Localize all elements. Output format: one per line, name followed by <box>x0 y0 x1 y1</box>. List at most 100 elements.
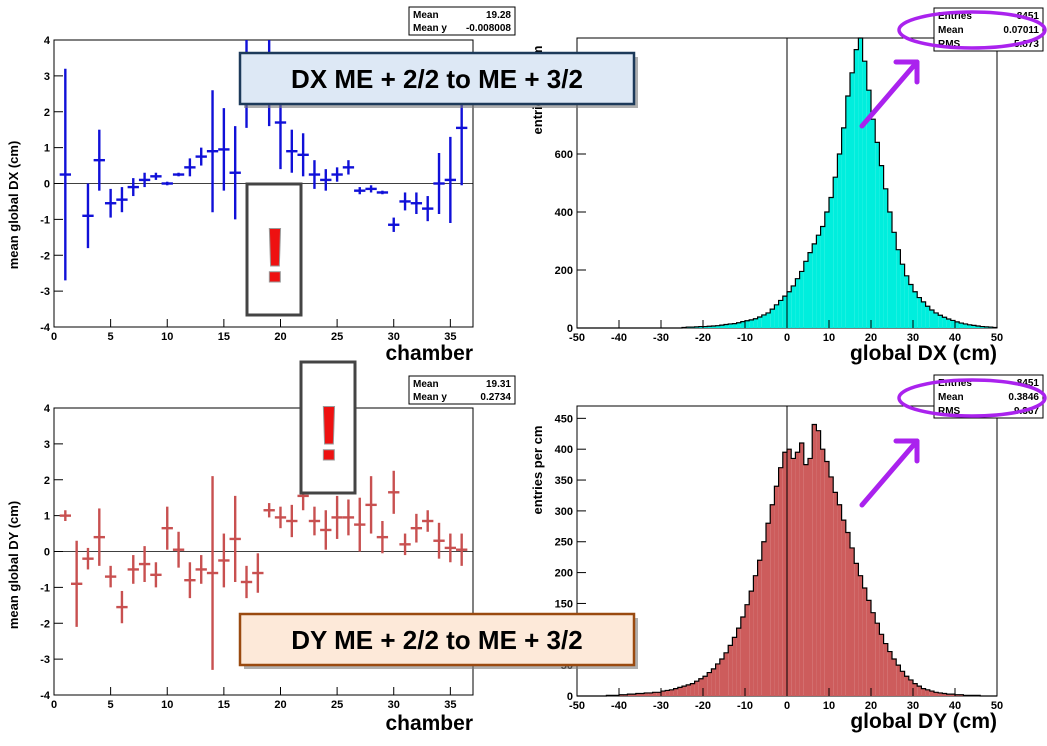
dy-hist-bin-56 <box>812 425 816 696</box>
dx-hist-bin-36 <box>728 324 732 328</box>
dy-banner-text: DY ME + 2/2 to ME + 3/2 <box>291 625 582 655</box>
dy-profile-stat-value-1: 0.2734 <box>480 392 511 403</box>
dx-banner-text: DX ME + 2/2 to ME + 3/2 <box>291 64 583 94</box>
dx-hist-bin-39 <box>741 322 745 328</box>
dy-hist-panel: -50-40-30-20-100102030405005010015020025… <box>530 375 1043 733</box>
dx-hist-ytick-label-2: 400 <box>555 207 573 219</box>
dy-hist-bin-24 <box>678 687 682 696</box>
dy-hist-bin-61 <box>833 492 837 696</box>
dy-hist-bin-51 <box>791 458 795 696</box>
dy-hist-bin-81 <box>917 686 921 696</box>
dy-hist-ylabel: entries per cm <box>530 426 545 515</box>
dy-profile-panel: 0 5 10 15 20 25 30 35-4-3-2-101234 chamber mean… <box>6 376 515 735</box>
dy-hist-bin-22 <box>669 690 673 696</box>
dx-profile-ytick-label-0: -4 <box>40 322 51 334</box>
dy-hist-bin-25 <box>682 686 686 696</box>
dy-hist-bin-39 <box>741 617 745 696</box>
dx-profile-xtick-label-3: 15 <box>218 331 230 343</box>
dx-hist-bin-70 <box>871 119 875 328</box>
dx-hist-bin-91 <box>959 323 963 328</box>
dy-hist-bin-29 <box>699 679 703 696</box>
exclamation-mark-1: ! <box>262 211 288 299</box>
dy-profile-ylabel: mean global DY (cm) <box>6 501 21 629</box>
dx-hist-bin-82 <box>921 302 925 328</box>
dx-profile-ytick-label-4: 0 <box>44 179 50 191</box>
dy-hist-bin-68 <box>863 588 867 696</box>
dx-profile-xlabel: chamber <box>385 342 473 365</box>
dx-hist-bin-88 <box>947 319 951 328</box>
dy-hist-stat-label-1: Mean <box>938 392 964 403</box>
dy-hist-ytick-label-9: 450 <box>555 413 573 425</box>
dx-hist-bin-78 <box>905 276 909 328</box>
dx-hist-bin-72 <box>879 166 883 328</box>
dy-hist-bin-79 <box>909 680 913 696</box>
dx-profile-xtick-label-0: 0 <box>51 331 57 343</box>
dx-hist-bin-56 <box>812 244 816 328</box>
dy-hist-bin-84 <box>930 691 934 696</box>
dx-profile-stat-value-0: 19.28 <box>486 10 511 21</box>
dy-hist-bin-20 <box>661 691 665 696</box>
exclamation-box-1: ! <box>247 184 301 315</box>
dx-profile-ytick-label-7: 3 <box>44 71 50 83</box>
dy-hist-bin-32 <box>711 669 715 696</box>
dx-hist-bin-63 <box>842 128 846 328</box>
dx-hist-bin-52 <box>795 279 799 328</box>
dy-hist-bin-47 <box>774 486 778 696</box>
dy-profile-xlabel: chamber <box>385 712 473 735</box>
dy-hist-xtick-label-3: -20 <box>695 700 711 712</box>
dy-hist-bin-52 <box>795 452 799 696</box>
dx-profile-ytick-label-1: -3 <box>40 286 50 298</box>
dy-hist-bin-30 <box>703 676 707 696</box>
dy-hist-bin-31 <box>707 673 711 696</box>
dx-hist-bin-42 <box>753 319 757 328</box>
dx-hist-bin-50 <box>787 292 791 328</box>
dx-hist-bin-41 <box>749 320 753 328</box>
dy-hist-ytick-label-5: 250 <box>555 537 573 549</box>
dx-hist-bin-75 <box>892 232 896 328</box>
dy-hist-xtick-label-4: -10 <box>737 700 753 712</box>
dx-hist-bin-85 <box>934 313 938 328</box>
dy-hist-bin-58 <box>821 449 825 696</box>
dy-hist-bin-80 <box>913 684 917 696</box>
dx-hist-bin-92 <box>963 324 967 328</box>
dx-hist-bin-64 <box>846 96 850 328</box>
dy-hist-bin-77 <box>900 671 904 696</box>
dy-hist-bin-43 <box>758 560 762 696</box>
dx-hist-bin-38 <box>737 323 741 328</box>
dx-hist-bin-59 <box>825 212 829 328</box>
dx-hist-bin-46 <box>770 309 774 328</box>
dx-profile-xtick-label-2: 10 <box>161 331 173 343</box>
dy-hist-xtick-label-2: -30 <box>653 700 669 712</box>
dx-profile-xtick-label-1: 5 <box>108 331 114 343</box>
dx-hist-ytick-label-1: 200 <box>555 265 573 277</box>
dx-hist-xtick-label-5: 0 <box>784 332 790 344</box>
dx-hist-bin-51 <box>791 286 795 328</box>
dx-hist-bin-49 <box>783 296 787 328</box>
dy-hist-bin-78 <box>905 676 909 696</box>
dx-hist-bin-90 <box>955 322 959 328</box>
dy-profile-stat-label-1: Mean y <box>413 392 447 403</box>
dx-hist-bin-83 <box>926 306 930 328</box>
dy-hist-bin-46 <box>770 505 774 696</box>
dx-hist-bin-60 <box>829 198 833 329</box>
dx-profile-ytick-label-3: -1 <box>40 214 50 226</box>
dy-profile-xtick-label-6: 30 <box>388 699 400 711</box>
dx-profile-xtick-label-5: 25 <box>331 331 343 343</box>
dx-hist-bin-68 <box>863 61 867 328</box>
dx-hist-bin-65 <box>850 73 854 328</box>
dx-hist-bin-57 <box>816 235 820 328</box>
dy-hist-bin-66 <box>854 563 858 696</box>
dy-profile-ytick-label-6: 2 <box>44 475 50 487</box>
dx-profile-ytick-label-2: -2 <box>40 250 50 262</box>
dx-hist-ytick-label-0: 0 <box>567 323 573 335</box>
dx-profile-ylabel: mean global DX (cm) <box>6 141 21 270</box>
dy-hist-bin-69 <box>867 600 871 696</box>
dy-hist-bin-59 <box>825 462 829 696</box>
exclamation-box-2: ! <box>301 362 355 493</box>
dy-hist-bin-60 <box>829 477 833 696</box>
dy-hist-bin-62 <box>837 505 841 696</box>
dy-hist-bin-23 <box>674 689 678 696</box>
dx-hist-bin-87 <box>942 317 946 328</box>
dy-profile-ytick-label-4: 0 <box>44 547 50 559</box>
dy-hist-bin-83 <box>926 690 930 696</box>
